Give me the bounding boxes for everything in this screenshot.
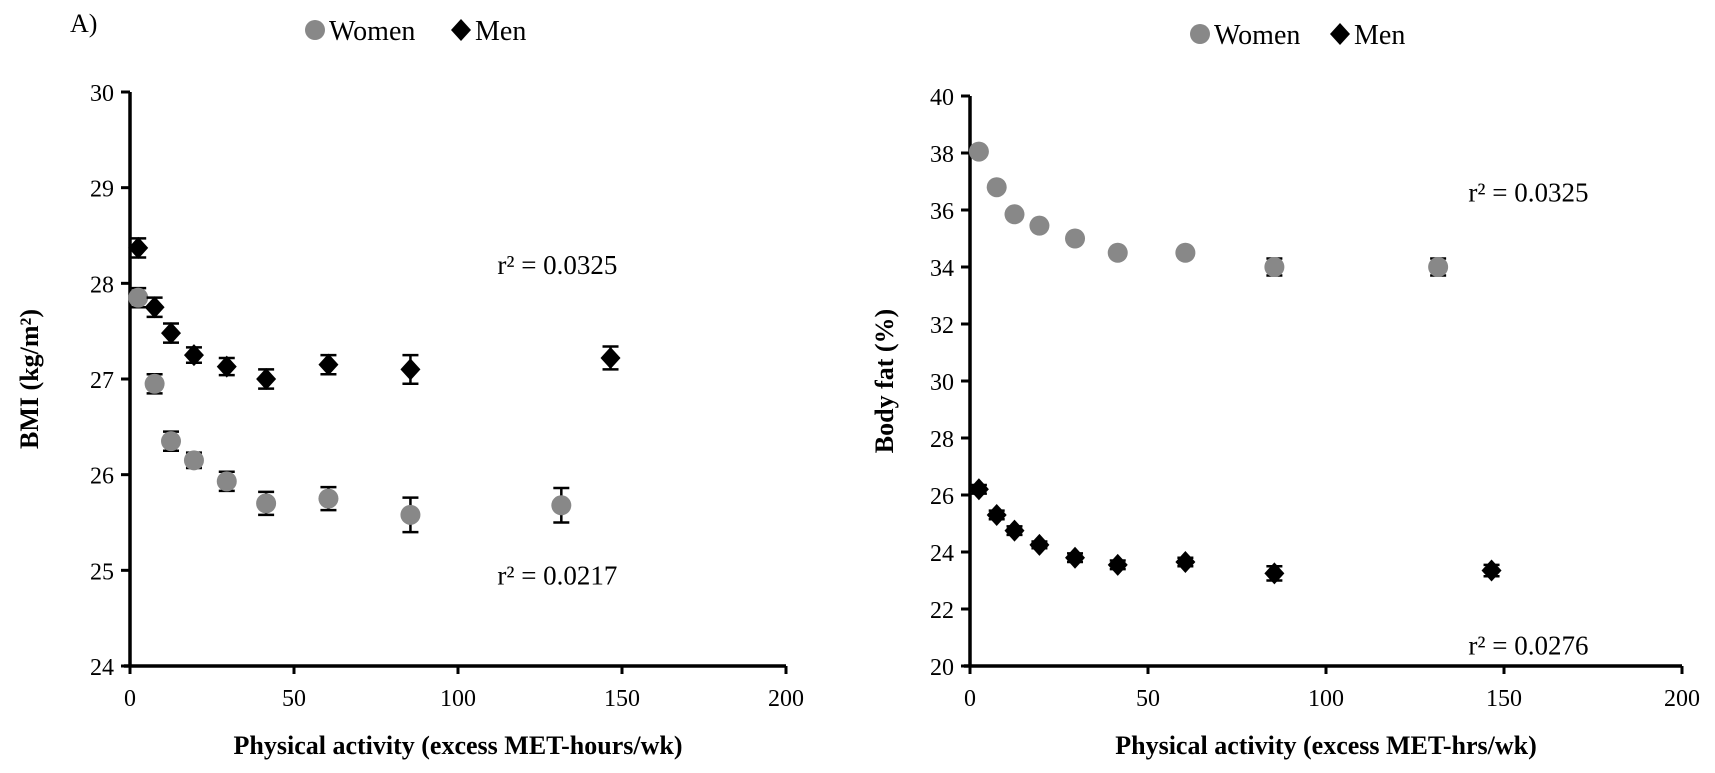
y-tick-label: 29 bbox=[90, 177, 114, 203]
data-point-men bbox=[183, 344, 204, 367]
legend-marker-men bbox=[451, 19, 471, 41]
data-point-men bbox=[1264, 562, 1285, 585]
data-point-women bbox=[1264, 257, 1285, 277]
data-point-men bbox=[318, 353, 339, 376]
x-tick-label: 50 bbox=[1136, 686, 1160, 712]
y-tick-label: 30 bbox=[90, 81, 114, 107]
y-tick-label: 40 bbox=[930, 85, 954, 111]
legend: Women Men bbox=[1190, 20, 1405, 51]
r-squared-annotation-2: r² = 0.0276 bbox=[1468, 631, 1588, 661]
legend-label-men: Men bbox=[475, 16, 526, 47]
x-tick-label: 50 bbox=[282, 686, 306, 712]
series-men bbox=[968, 478, 1502, 585]
series-women bbox=[128, 286, 572, 534]
panel-label: A) bbox=[70, 9, 97, 38]
y-axis-title: BMI (kg/m²) bbox=[15, 309, 44, 449]
data-point-women bbox=[1004, 204, 1025, 225]
data-point-women bbox=[161, 431, 181, 452]
data-point-men bbox=[1029, 533, 1050, 556]
chart-panel-1: 0 50 100 150 200 24 25 26 27 28 29 30 Physical activ… bbox=[15, 9, 804, 760]
x-tick-label: 0 bbox=[124, 686, 136, 712]
data-point-men bbox=[600, 346, 621, 369]
y-tick-label: 24 bbox=[930, 541, 954, 567]
y-tick-label: 34 bbox=[930, 256, 954, 282]
data-point-women bbox=[1029, 215, 1050, 236]
data-point-men bbox=[986, 503, 1007, 526]
y-tick-label: 25 bbox=[90, 559, 114, 585]
x-tick-label: 200 bbox=[1664, 686, 1700, 712]
data-point-women bbox=[216, 471, 237, 492]
x-axis-title: Physical activity (excess MET-hours/wk) bbox=[234, 731, 683, 760]
y-tick-label: 26 bbox=[90, 464, 114, 490]
y-tick-label: 30 bbox=[930, 370, 954, 396]
y-tick-label: 36 bbox=[930, 199, 954, 225]
legend: Women Men bbox=[305, 16, 526, 47]
data-point-men bbox=[216, 355, 237, 378]
y-tick-label: 24 bbox=[90, 655, 114, 681]
data-point-men bbox=[1481, 559, 1502, 582]
data-point-women bbox=[1175, 242, 1196, 263]
data-point-women bbox=[986, 177, 1007, 198]
legend-label-women: Women bbox=[329, 16, 415, 47]
data-point-men bbox=[400, 358, 421, 381]
data-point-men bbox=[144, 296, 165, 319]
x-tick-label: 100 bbox=[440, 686, 476, 712]
data-point-men bbox=[1175, 550, 1196, 573]
r-squared-annotation-1: r² = 0.0325 bbox=[497, 250, 617, 280]
data-point-women bbox=[144, 373, 165, 394]
data-point-women bbox=[1065, 228, 1086, 249]
r-squared-annotation-1: r² = 0.0325 bbox=[1468, 177, 1588, 207]
data-point-men bbox=[1004, 519, 1025, 542]
data-point-men bbox=[968, 478, 989, 501]
x-axis-title: Physical activity (excess MET-hrs/wk) bbox=[1115, 731, 1537, 760]
data-point-women bbox=[1428, 257, 1449, 277]
x-tick-label: 150 bbox=[604, 686, 640, 712]
y-axis-title: Body fat (%) bbox=[870, 309, 899, 453]
legend-label-women: Women bbox=[1214, 20, 1300, 51]
data-point-women bbox=[183, 450, 204, 471]
x-tick-label: 100 bbox=[1308, 686, 1344, 712]
legend-marker-women bbox=[1190, 24, 1210, 44]
y-tick-label: 28 bbox=[930, 427, 954, 453]
legend-label-men: Men bbox=[1354, 20, 1405, 51]
data-point-men bbox=[161, 322, 181, 345]
y-tick-label: 22 bbox=[930, 598, 954, 624]
x-tick-label: 200 bbox=[768, 686, 804, 712]
data-point-women bbox=[1107, 242, 1128, 263]
legend-marker-men bbox=[1330, 23, 1350, 45]
legend-marker-women bbox=[305, 20, 325, 40]
data-point-women bbox=[256, 493, 277, 514]
y-tick-label: 32 bbox=[930, 313, 954, 339]
y-tick-label: 38 bbox=[930, 142, 954, 168]
data-point-women bbox=[400, 504, 421, 525]
y-tick-label: 28 bbox=[90, 272, 114, 298]
x-tick-label: 0 bbox=[964, 686, 976, 712]
data-point-women bbox=[551, 495, 572, 516]
data-point-men bbox=[1065, 546, 1086, 569]
y-tick-label: 26 bbox=[930, 484, 954, 510]
chart-panel-2: 0 50 100 150 200 20 22 24 26 28 30 32 34 36 38 40 Physic… bbox=[870, 20, 1700, 760]
data-point-women bbox=[318, 488, 339, 509]
data-point-women bbox=[968, 141, 989, 162]
data-point-men bbox=[128, 236, 149, 259]
data-point-women bbox=[128, 287, 149, 308]
series-men bbox=[128, 236, 621, 390]
r-squared-annotation-2: r² = 0.0217 bbox=[497, 561, 617, 591]
x-tick-label: 150 bbox=[1486, 686, 1522, 712]
data-point-men bbox=[1107, 553, 1128, 576]
data-point-men bbox=[256, 368, 277, 390]
y-tick-label: 27 bbox=[90, 368, 114, 394]
y-tick-label: 20 bbox=[930, 655, 954, 681]
series-women bbox=[968, 141, 1449, 277]
